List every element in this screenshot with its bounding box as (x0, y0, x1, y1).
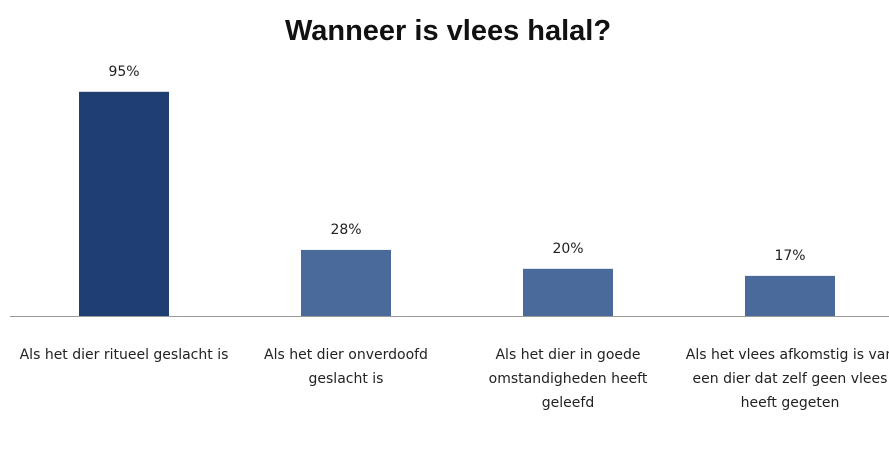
value-label: 95% (108, 64, 139, 80)
bar (523, 268, 613, 316)
chart-title: Wanneer is vlees halal? (285, 15, 611, 47)
value-label: 28% (330, 222, 361, 238)
x-tick-label: Als het vlees afkomstig is van een dier … (685, 347, 889, 411)
bar (301, 249, 391, 316)
value-label: 17% (774, 248, 805, 264)
value-label: 20% (552, 241, 583, 257)
bar (79, 91, 169, 316)
x-tick-label: Als het dier ritueel geslacht is (19, 347, 229, 363)
bar (745, 275, 835, 316)
x-tick-label: Als het dier in goede omstandigheden hee… (488, 347, 648, 411)
x-tick-label: Als het dier onverdoofd geslacht is (264, 347, 428, 387)
